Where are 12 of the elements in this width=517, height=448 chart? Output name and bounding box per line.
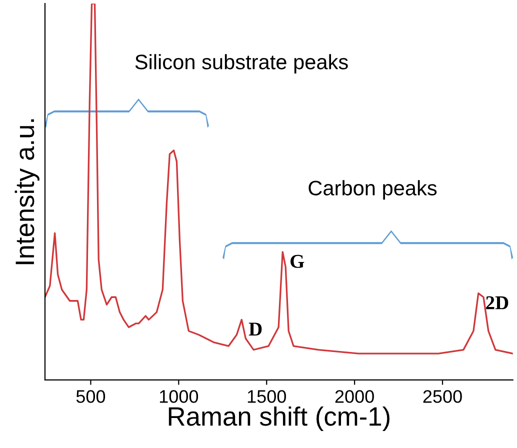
x-tick-label: 500 [76,390,106,403]
x-tick-label: 1000 [160,390,198,403]
annotation: Silicon substrate peaks [135,54,348,74]
x-axis-title: Raman shift (cm-1) [168,406,390,432]
annotation: G [290,254,304,268]
y-axis-title: Intensity a.u. [14,119,40,264]
x-tick-label: 2000 [335,390,374,403]
x-tick-label: 1500 [248,390,286,403]
annotation: D [248,322,262,336]
annotation: 2D [486,296,508,310]
annotation: Carbon peaks [308,180,437,200]
x-tick-label: 2500 [423,390,462,403]
